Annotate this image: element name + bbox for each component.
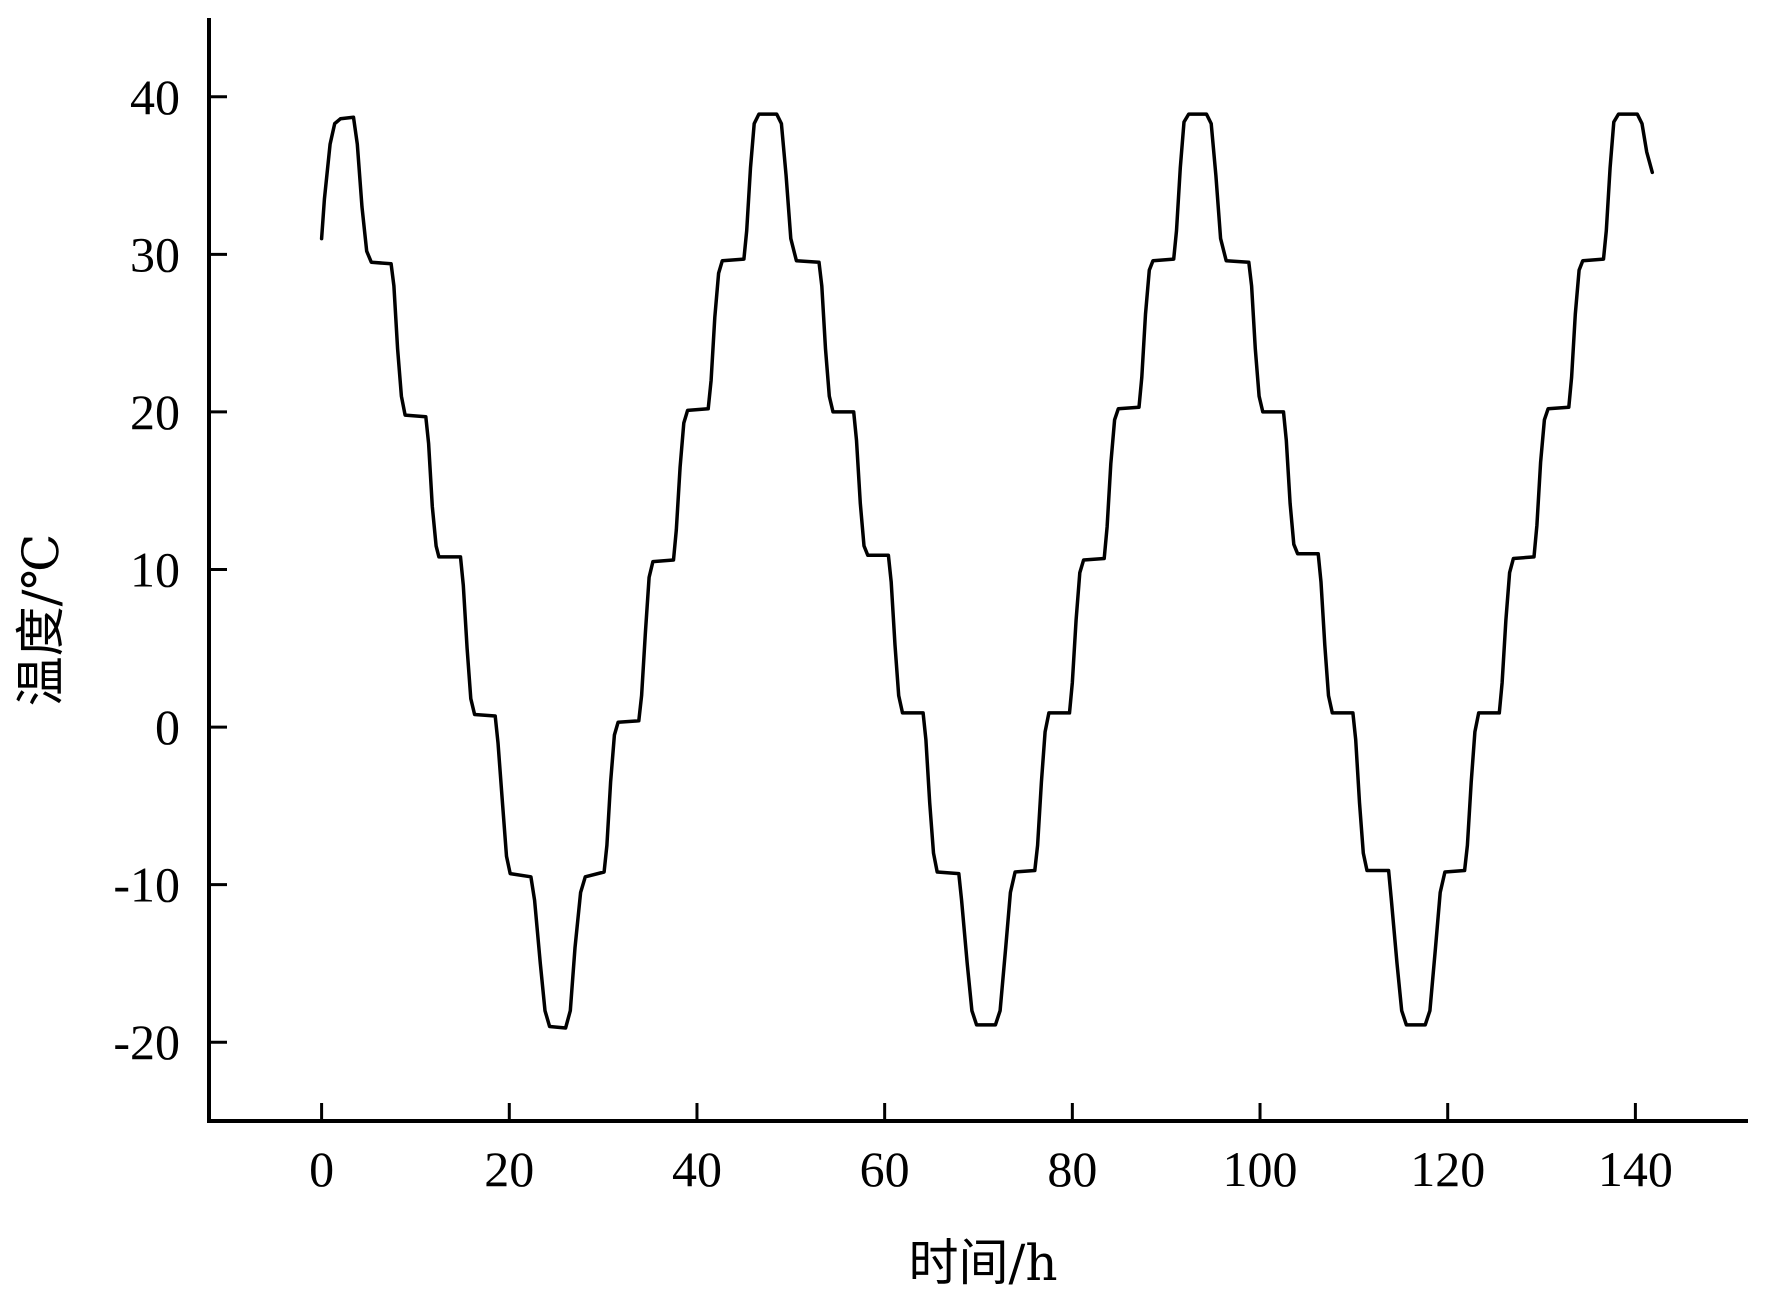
x-tick-label: 100 (1223, 1141, 1298, 1197)
x-tick-label: 80 (1047, 1141, 1097, 1197)
y-tick-label: -20 (113, 1014, 180, 1070)
y-tick-label: 20 (130, 384, 180, 440)
x-tick-label: 140 (1598, 1141, 1673, 1197)
x-tick-label: 20 (484, 1141, 534, 1197)
x-tick-label: 0 (309, 1141, 334, 1197)
x-tick-label: 60 (860, 1141, 910, 1197)
y-tick-label: 0 (155, 699, 180, 755)
y-tick-label: 40 (130, 69, 180, 125)
axes (207, 18, 1748, 1123)
x-axis-ticks: 0 20 40 60 80 100 120 140 (309, 1103, 1673, 1197)
x-tick-label: 120 (1410, 1141, 1485, 1197)
x-tick-label: 40 (672, 1141, 722, 1197)
x-axis-title: 时间/h (908, 1234, 1057, 1292)
plot-area (319, 112, 1655, 1030)
y-axis-ticks: -20 -10 0 10 20 30 40 (113, 69, 227, 1070)
y-tick-label: 30 (130, 226, 180, 282)
y-axis-title: 温度/℃ (12, 534, 70, 707)
y-tick-label: 10 (130, 542, 180, 598)
temperature-series-line (319, 112, 1655, 1030)
y-tick-label: -10 (113, 857, 180, 913)
